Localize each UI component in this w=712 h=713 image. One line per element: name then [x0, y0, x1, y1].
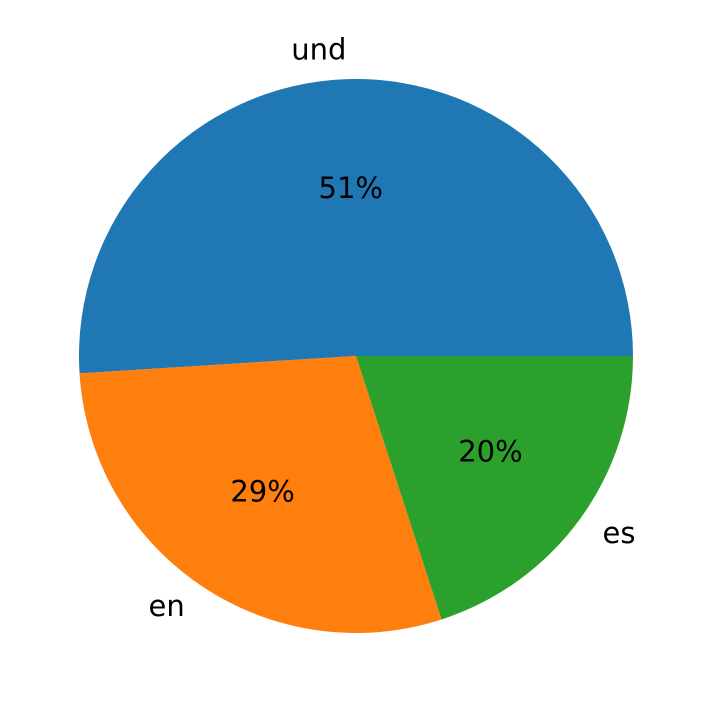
value-label: 29% [230, 474, 294, 508]
slice-label: en [148, 589, 184, 623]
pie-slice [78, 78, 634, 374]
value-label: 51% [319, 171, 383, 205]
slice-label: es [603, 516, 636, 550]
pie-slice [79, 356, 442, 633]
pie-slice [356, 356, 633, 620]
slice-label: und [291, 32, 346, 66]
value-label: 20% [458, 435, 522, 469]
